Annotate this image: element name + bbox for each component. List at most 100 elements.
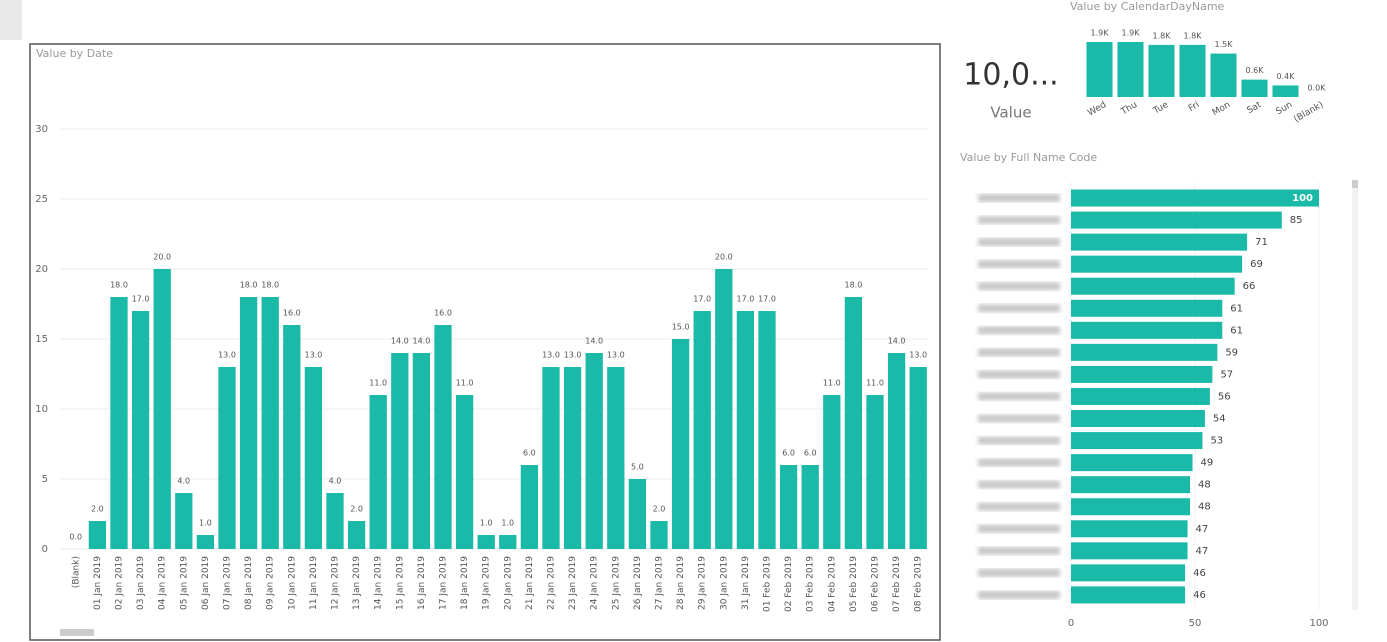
nav-tab[interactable] xyxy=(0,0,22,40)
x-tick-label: 50 xyxy=(1189,618,1202,629)
x-tick-label: Wed xyxy=(1086,100,1108,118)
data-label: 0.0K xyxy=(1308,84,1327,93)
data-label: 100 xyxy=(1292,193,1313,204)
data-label: 13.0 xyxy=(218,351,236,360)
category-label-blurred xyxy=(978,238,1060,247)
bar xyxy=(1086,42,1113,97)
bar xyxy=(1071,476,1191,494)
y-tick-label: 20 xyxy=(35,264,48,275)
bar xyxy=(1071,454,1193,472)
x-tick-label: 11 Jan 2019 xyxy=(309,556,319,610)
data-label: 49 xyxy=(1201,458,1214,469)
x-tick-label: Tue xyxy=(1151,100,1171,117)
data-label: 46 xyxy=(1193,590,1206,601)
bar xyxy=(261,297,279,549)
x-tick-label: 100 xyxy=(1309,618,1328,629)
x-tick-label: 02 Feb 2019 xyxy=(784,556,794,612)
bar xyxy=(153,269,171,549)
x-tick-label: 03 Jan 2019 xyxy=(136,556,146,610)
data-label: 1.9K xyxy=(1091,29,1110,38)
data-label: 69 xyxy=(1250,259,1263,270)
data-label: 11.0 xyxy=(823,379,841,388)
x-tick-label: 24 Jan 2019 xyxy=(590,556,600,610)
x-tick-label: 07 Feb 2019 xyxy=(892,556,902,612)
bar xyxy=(779,465,798,549)
x-tick-label: 13 Jan 2019 xyxy=(352,556,362,610)
category-label-blurred xyxy=(978,414,1060,423)
x-tick-label: Fri xyxy=(1187,100,1201,114)
bar xyxy=(196,535,215,549)
x-tick-label: 15 Jan 2019 xyxy=(395,556,405,610)
bar xyxy=(1071,542,1188,560)
x-tick-label: 05 Jan 2019 xyxy=(179,556,189,610)
bar xyxy=(866,395,884,549)
bar xyxy=(1071,432,1203,450)
data-label: 71 xyxy=(1255,237,1268,248)
y-tick-label: 0 xyxy=(42,544,48,555)
data-label: 15.0 xyxy=(672,323,690,332)
bar xyxy=(801,465,819,549)
x-tick-label: (Blank) xyxy=(71,556,81,588)
bar xyxy=(1071,365,1213,383)
data-label: 18.0 xyxy=(844,281,862,290)
data-label: 66 xyxy=(1243,281,1256,292)
scrollbar[interactable] xyxy=(60,629,94,636)
bar xyxy=(477,535,495,549)
data-label: 18.0 xyxy=(261,281,279,290)
bar xyxy=(1071,498,1191,516)
bar xyxy=(1071,343,1218,361)
x-tick-label: 01 Feb 2019 xyxy=(763,556,773,612)
category-label-blurred xyxy=(978,436,1060,445)
x-tick-label: 27 Jan 2019 xyxy=(655,556,665,610)
data-label: 16.0 xyxy=(434,309,452,318)
x-tick-label: 14 Jan 2019 xyxy=(374,556,384,610)
x-tick-label: 29 Jan 2019 xyxy=(698,556,708,610)
card-label: Value xyxy=(990,104,1031,122)
category-label-blurred xyxy=(978,524,1060,533)
x-tick-label: Sat xyxy=(1245,100,1263,116)
category-label-blurred xyxy=(978,392,1060,401)
bar xyxy=(1210,53,1237,97)
scroll-thumb[interactable] xyxy=(1352,180,1358,188)
bar xyxy=(1117,42,1144,97)
data-label: 14.0 xyxy=(888,337,906,346)
data-label: 13.0 xyxy=(542,351,560,360)
category-label-blurred xyxy=(978,590,1060,599)
y-tick-label: 30 xyxy=(35,124,48,135)
bar xyxy=(650,521,668,549)
y-tick-label: 5 xyxy=(42,474,48,485)
bar xyxy=(1071,277,1235,295)
x-tick-label: 31 Jan 2019 xyxy=(741,556,751,610)
scrollbar[interactable] xyxy=(1352,180,1358,610)
data-label: 6.0 xyxy=(804,449,817,458)
bar xyxy=(542,367,560,549)
x-tick-label: 04 Jan 2019 xyxy=(158,556,168,610)
category-label-blurred xyxy=(978,304,1060,313)
data-label: 2.0 xyxy=(350,505,363,514)
bar xyxy=(563,367,582,549)
category-label-blurred xyxy=(978,326,1060,335)
bar xyxy=(693,311,711,549)
x-tick-label: 08 Jan 2019 xyxy=(244,556,254,610)
data-label: 57 xyxy=(1220,369,1233,380)
category-label-blurred xyxy=(978,568,1060,577)
data-label: 1.8K xyxy=(1153,31,1172,40)
data-label: 14.0 xyxy=(412,337,430,346)
bar xyxy=(1071,387,1210,405)
chart-title: Value by Date xyxy=(36,47,113,60)
data-label: 48 xyxy=(1198,480,1211,491)
data-label: 17.0 xyxy=(736,295,754,304)
card-value: 10,0... xyxy=(963,58,1058,93)
bar xyxy=(239,297,258,549)
x-tick-label: 0 xyxy=(1068,618,1074,629)
bar xyxy=(628,479,647,549)
data-label: 20.0 xyxy=(715,253,733,262)
data-label: 13.0 xyxy=(564,351,582,360)
category-label-blurred xyxy=(978,370,1060,379)
bar xyxy=(1148,44,1175,97)
data-label: 1.8K xyxy=(1184,31,1203,40)
bar xyxy=(520,465,539,549)
data-label: 53 xyxy=(1210,436,1223,447)
bar xyxy=(347,521,366,549)
